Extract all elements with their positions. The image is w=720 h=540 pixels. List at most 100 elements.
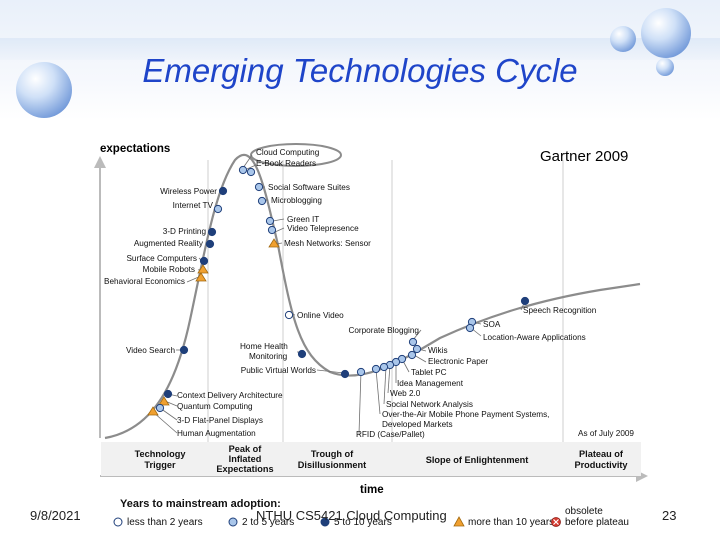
tech-label-human-augmentation: Human Augmentation [177, 429, 256, 438]
legend-heading: Years to mainstream adoption: [120, 498, 281, 510]
legend-label-more-than-10: more than 10 years [468, 517, 554, 528]
marker-home-health-monitoring [297, 349, 307, 359]
marker-e-book-readers [246, 167, 256, 177]
tech-label-mesh-networks: Mesh Networks: Sensor [284, 239, 371, 248]
legend-label-5-to-10: 5 to 10 years [334, 517, 392, 528]
phase-slope: Slope of Enlightenment [426, 455, 529, 465]
legend: Years to mainstream adoption: obsolete l… [113, 498, 629, 528]
home-health-line2: Monitoring [249, 352, 288, 361]
tech-label-electronic-paper: Electronic Paper [428, 357, 488, 366]
tech-label-mobile-robots: Mobile Robots [143, 265, 195, 274]
slide-header-background [0, 0, 720, 120]
footer-page-number: 23 [662, 508, 677, 523]
tech-label-tablet-pc: Tablet PC [411, 368, 447, 377]
marker-video-search [179, 345, 189, 355]
marker-quantum-computing [158, 396, 170, 406]
marker-corporate-blogging [408, 337, 418, 347]
marker-mesh-networks [268, 238, 280, 248]
marker-video-telepresence [267, 225, 277, 235]
y-axis-arrow [94, 156, 106, 168]
marker-surface-computers [199, 256, 209, 266]
source-label: Gartner 2009 [540, 148, 629, 165]
marker-public-virtual-worlds [340, 369, 350, 379]
marker-3d-printing [207, 227, 217, 237]
tech-label-3d-flat-panel: 3-D Flat-Panel Displays [177, 416, 263, 425]
marker-social-software-suites [254, 182, 264, 192]
phase-plateau-line1: Plateau of [579, 449, 624, 459]
cloud-computing-highlight [250, 143, 342, 167]
legend-label-2-to-5: 2 to 5 years [242, 517, 294, 528]
y-axis-label: expectations [100, 143, 170, 155]
legend-label-less-than-2: less than 2 years [127, 517, 203, 528]
tech-label-video-telepresence: Video Telepresence [287, 224, 359, 233]
tech-label-location-aware-applications: Location-Aware Applications [483, 333, 586, 342]
footer-course: NTHU CS5421 Cloud Computing [256, 508, 447, 523]
phase-band [101, 442, 641, 476]
marker-electronic-paper [407, 350, 417, 360]
technology-markers [147, 165, 530, 416]
tech-label-mobile-payment-line2: Developed Markets [382, 420, 453, 429]
phase-labels: Technology Trigger Peak of Inflated Expe… [135, 444, 629, 474]
marker-social-network-analysis [379, 362, 389, 372]
legend-marker-white [113, 517, 123, 527]
legend-label-before-plateau: before plateau [565, 517, 629, 528]
tech-label-augmented-reality: Augmented Reality [134, 239, 204, 248]
slide-header-band [0, 38, 720, 60]
phase-trough-line1: Trough of [311, 449, 354, 459]
tech-label-wireless-power: Wireless Power [160, 187, 217, 196]
marker-speech-recognition [520, 296, 530, 306]
marker-online-video [284, 310, 294, 320]
legend-marker-light-blue [228, 517, 238, 527]
marker-augmented-reality [205, 239, 215, 249]
tech-label-e-book-readers: E-Book Readers [256, 159, 316, 168]
decorative-bubble-small-right [610, 26, 636, 52]
tech-label-online-video: Online Video [297, 311, 344, 320]
marker-location-aware-applications [465, 323, 475, 333]
marker-mobile-payment [371, 364, 381, 374]
footer-date: 9/8/2021 [30, 508, 81, 523]
tech-label-web-2-0: Web 2.0 [390, 389, 421, 398]
marker-wireless-power [218, 186, 228, 196]
home-health-label: Home Health Monitoring [240, 342, 288, 361]
phase-technology-line1: Technology [135, 449, 187, 459]
tech-label-surface-computers: Surface Computers [126, 254, 197, 263]
tech-label-idea-management: Idea Management [397, 379, 464, 388]
marker-green-it [265, 216, 275, 226]
as-of-date: As of July 2009 [578, 429, 634, 438]
tech-label-soa: SOA [483, 320, 501, 329]
tech-label-context-delivery: Context Delivery Architecture [177, 391, 283, 400]
marker-cloud-computing [238, 165, 248, 175]
legend-marker-dark-blue [320, 517, 330, 527]
tech-label-mobile-payment-line1: Over-the-Air Mobile Phone Payment System… [382, 410, 549, 419]
tech-label-microblogging: Microblogging [271, 196, 322, 205]
phase-plateau-line2: Productivity [574, 460, 628, 470]
tech-label-video-search: Video Search [126, 346, 175, 355]
tech-label-wikis: Wikis [428, 346, 448, 355]
tech-label-green-it: Green IT [287, 215, 319, 224]
decorative-bubble-tiny-right [656, 58, 674, 76]
home-health-line1: Home Health [240, 342, 288, 351]
phase-peak-line2: Inflated [229, 454, 262, 464]
tech-label-internet-tv: Internet TV [173, 201, 214, 210]
decorative-bubble-left [16, 62, 72, 118]
tech-label-corporate-blogging: Corporate Blogging [348, 326, 419, 335]
tech-label-behavioral-economics: Behavioral Economics [104, 277, 185, 286]
x-axis-label: time [360, 484, 384, 496]
marker-context-delivery-architecture [163, 389, 173, 399]
tech-label-rfid: RFID (Case/Pallet) [356, 430, 425, 439]
marker-rfid [356, 367, 366, 377]
marker-human-augmentation [147, 406, 159, 416]
marker-3d-flat-panel-displays [155, 403, 165, 413]
marker-internet-tv [213, 204, 223, 214]
legend-x-icon [553, 519, 559, 525]
phase-peak-line1: Peak of [229, 444, 263, 454]
phase-technology-line2: Trigger [144, 460, 176, 470]
tech-label-public-virtual-worlds: Public Virtual Worlds [241, 366, 316, 375]
tech-label-social-software-suites: Social Software Suites [268, 183, 350, 192]
marker-microblogging [257, 196, 267, 206]
tech-label-cloud-computing: Cloud Computing [256, 148, 320, 157]
phase-separators [207, 160, 564, 476]
legend-marker-triangle [453, 516, 465, 527]
legend-obsolete-prefix: obsolete [565, 506, 603, 517]
